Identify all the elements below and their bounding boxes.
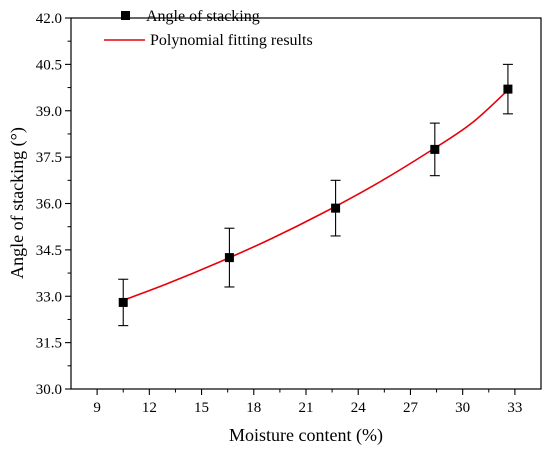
legend-label-fit: Polynomial fitting results xyxy=(150,32,313,49)
x-tick-label: 21 xyxy=(299,400,314,416)
x-tick-label: 15 xyxy=(194,400,209,416)
y-axis-ticks: 30.0 31.5 33.0 34.5 36.0 37.5 39.0 40.5 42.0 xyxy=(36,11,71,398)
x-tick-label: 24 xyxy=(351,400,367,416)
x-tick-label: 18 xyxy=(246,400,261,416)
y-tick-label: 34.5 xyxy=(36,243,62,259)
x-tick-label: 9 xyxy=(93,400,101,416)
y-tick-label: 33.0 xyxy=(36,289,62,305)
x-axis-ticks: 9 12 15 18 21 24 27 30 33 xyxy=(93,389,522,416)
y-tick-label: 31.5 xyxy=(36,336,62,352)
data-point xyxy=(430,144,440,154)
y-axis-title: Angle of stacking (°) xyxy=(7,127,28,279)
x-tick-label: 12 xyxy=(142,400,157,416)
x-axis-title: Moisture content (%) xyxy=(229,425,383,446)
fit-curve xyxy=(122,89,509,302)
data-point-layer xyxy=(118,84,513,307)
plot-area xyxy=(70,17,542,390)
y-tick-label: 30.0 xyxy=(36,382,62,398)
y-tick-label: 42.0 xyxy=(36,11,62,27)
fit-layer xyxy=(122,89,509,302)
plot-frame xyxy=(70,17,542,390)
x-tick-label: 33 xyxy=(507,400,522,416)
data-point xyxy=(224,253,234,263)
error-bar-layer xyxy=(118,63,513,327)
legend-marker-points xyxy=(121,11,130,20)
y-tick-label: 37.5 xyxy=(36,150,62,166)
y-tick-label: 39.0 xyxy=(36,104,62,120)
data-point xyxy=(503,84,513,94)
data-point xyxy=(331,203,341,213)
legend-label-points: Angle of stacking xyxy=(146,8,260,25)
data-point xyxy=(118,297,128,307)
legend: Angle of stacking Polynomial fitting res… xyxy=(104,8,313,49)
y-tick-label: 40.5 xyxy=(36,57,62,73)
y-tick-label: 36.0 xyxy=(36,197,62,213)
x-tick-label: 30 xyxy=(455,400,470,416)
x-tick-label: 27 xyxy=(403,400,419,416)
